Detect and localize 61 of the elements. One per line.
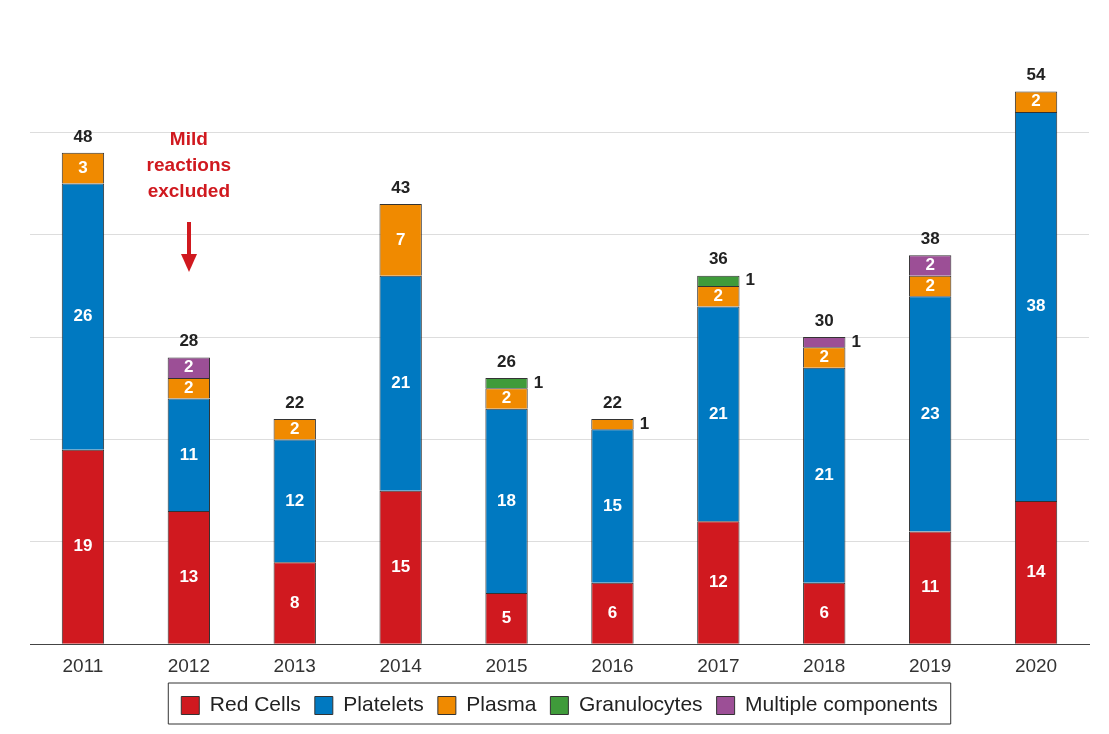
data-label: 15 [391,556,411,576]
data-label: 21 [814,464,834,484]
data-label: 2 [925,275,935,295]
data-label: 2 [819,347,829,367]
data-label: 1 [745,270,755,290]
total-label: 30 [814,310,834,330]
x-tick-label: 2011 [62,654,104,676]
data-label: 21 [708,403,728,423]
x-tick-label: 2019 [909,654,952,676]
data-label: 15 [602,495,622,515]
data-label: 1 [639,413,650,433]
legend-label: Platelets [343,692,424,716]
data-label: 6 [607,602,618,622]
data-label: 6 [819,602,829,622]
x-tick-label: 2017 [697,654,740,676]
x-tick-label: 2013 [273,654,316,676]
data-label: 2 [713,285,724,305]
data-label: 2 [1031,91,1041,111]
total-label: 22 [285,392,305,412]
legend-label: Plasma [466,692,537,716]
data-label: 19 [73,536,93,556]
data-label: 1 [851,331,861,351]
data-label: 11 [921,577,940,597]
data-label: 7 [395,229,406,249]
data-label: 3 [78,157,88,177]
total-label: 54 [1026,65,1047,85]
data-label: 14 [1026,561,1047,581]
data-label: 11 [179,444,198,464]
data-label: 2 [925,255,935,275]
data-label: 13 [179,567,199,587]
total-label: 36 [708,249,728,269]
legend-label: Red Cells [209,692,301,716]
data-label: 1 [533,372,544,392]
data-label: 26 [73,306,93,326]
data-label: 12 [285,490,305,510]
x-tick-label: 2014 [379,654,423,676]
data-label: 18 [497,490,517,510]
total-label: 48 [73,126,93,146]
data-label: 2 [184,377,194,397]
data-label: 23 [920,403,940,423]
x-tick-label: 2012 [167,654,210,676]
total-label: 22 [602,392,622,412]
data-label: 12 [708,572,728,592]
x-tick-label: 2016 [591,654,634,676]
x-tick-label: 2015 [485,654,528,676]
x-tick-label: 2020 [1014,654,1058,676]
data-label: 21 [391,372,411,392]
annotation: Mild reactions excluded [146,128,232,202]
legend-label: Granulocytes [578,692,703,716]
data-label: 8 [290,592,300,612]
data-label: 2 [290,418,300,438]
total-label: 38 [920,228,940,248]
total-label: 26 [497,351,517,371]
total-label: 43 [391,177,411,197]
data-label: 38 [1026,296,1046,316]
legend-label: Multiple components [745,692,938,716]
total-label: 28 [179,331,199,351]
data-label: 5 [501,608,512,628]
x-tick-label: 2018 [803,654,846,676]
data-label: 2 [501,388,512,408]
data-label: 2 [184,357,194,377]
